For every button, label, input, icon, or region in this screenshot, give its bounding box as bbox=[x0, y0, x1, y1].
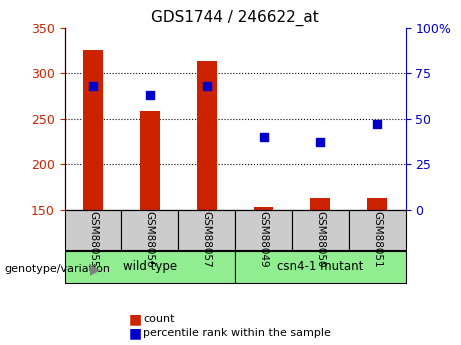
FancyBboxPatch shape bbox=[349, 210, 406, 250]
Bar bbox=[367, 198, 387, 210]
Text: csn4-1 mutant: csn4-1 mutant bbox=[277, 260, 364, 273]
Text: GSM88057: GSM88057 bbox=[201, 211, 212, 268]
Text: GSM88056: GSM88056 bbox=[145, 211, 155, 268]
FancyBboxPatch shape bbox=[65, 251, 235, 283]
Text: GSM88055: GSM88055 bbox=[88, 211, 98, 268]
Point bbox=[373, 121, 381, 127]
Bar bbox=[254, 207, 273, 210]
Text: count: count bbox=[143, 314, 174, 324]
Point bbox=[203, 83, 210, 89]
Point bbox=[146, 92, 154, 98]
Point bbox=[89, 83, 97, 89]
Bar bbox=[310, 198, 331, 210]
Bar bbox=[83, 50, 103, 210]
FancyBboxPatch shape bbox=[235, 251, 406, 283]
FancyBboxPatch shape bbox=[121, 210, 178, 250]
Text: ▶: ▶ bbox=[90, 262, 100, 276]
Text: GSM88049: GSM88049 bbox=[259, 211, 269, 268]
FancyBboxPatch shape bbox=[178, 210, 235, 250]
FancyBboxPatch shape bbox=[65, 210, 121, 250]
Point bbox=[260, 134, 267, 140]
Title: GDS1744 / 246622_at: GDS1744 / 246622_at bbox=[151, 10, 319, 26]
Text: GSM88051: GSM88051 bbox=[372, 211, 382, 268]
FancyBboxPatch shape bbox=[292, 210, 349, 250]
Bar bbox=[197, 61, 217, 210]
Point bbox=[317, 140, 324, 145]
Text: genotype/variation: genotype/variation bbox=[5, 264, 111, 274]
Bar bbox=[140, 111, 160, 210]
FancyBboxPatch shape bbox=[235, 210, 292, 250]
Text: wild type: wild type bbox=[123, 260, 177, 273]
Text: GSM88050: GSM88050 bbox=[315, 211, 325, 268]
Text: percentile rank within the sample: percentile rank within the sample bbox=[143, 328, 331, 338]
Text: ■: ■ bbox=[129, 312, 142, 326]
Text: ■: ■ bbox=[129, 326, 142, 340]
